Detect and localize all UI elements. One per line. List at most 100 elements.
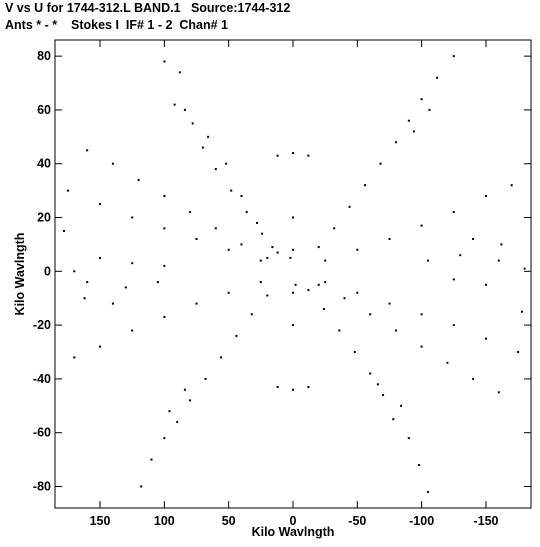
y-tick-label: -60 <box>33 426 51 440</box>
x-tick-label: 100 <box>154 514 175 528</box>
uv-point <box>324 259 327 262</box>
uv-point <box>163 195 166 197</box>
uv-point <box>227 291 230 294</box>
uv-point <box>307 154 310 157</box>
uv-point <box>292 324 294 327</box>
uv-point <box>369 372 372 375</box>
uv-point <box>452 324 455 327</box>
uv-point <box>124 286 127 289</box>
uv-point <box>189 399 192 402</box>
uv-point <box>322 308 325 310</box>
y-tick-label: 60 <box>37 103 51 117</box>
y-tick-label: -40 <box>33 372 51 386</box>
uv-point <box>307 386 310 388</box>
uv-point <box>294 283 297 286</box>
uv-point <box>521 310 523 313</box>
uv-point <box>189 211 192 214</box>
uv-point <box>266 294 269 297</box>
x-axis-label: Kilo Wavlngth <box>252 525 335 539</box>
uv-point <box>446 361 449 364</box>
uv-point <box>83 297 86 300</box>
uv-point <box>183 108 186 111</box>
uv-point <box>163 264 166 267</box>
uv-point <box>131 262 134 265</box>
uv-point <box>111 162 114 165</box>
uv-point <box>131 329 134 332</box>
uv-point <box>292 216 294 219</box>
x-tick-label: 150 <box>90 514 111 528</box>
uv-point <box>420 313 423 316</box>
y-axis: 80 60 40 20 0 -20 -40 -60 -80 <box>33 49 531 493</box>
uv-point <box>214 227 217 230</box>
x-tick-label: 0 <box>290 514 297 528</box>
uv-point <box>333 227 336 230</box>
uv-point <box>348 205 351 208</box>
uv-point <box>382 394 385 396</box>
x-tick-label: -50 <box>348 514 366 528</box>
uv-point <box>292 152 294 154</box>
uv-point <box>261 232 264 235</box>
uv-point <box>204 377 207 380</box>
uv-point <box>324 281 327 284</box>
uv-point <box>99 203 101 206</box>
uv-point <box>307 289 310 292</box>
uv-point <box>436 76 439 79</box>
uv-point <box>191 122 194 125</box>
uv-point <box>176 420 179 423</box>
uv-point <box>292 248 294 251</box>
x-axis: 150 100 50 0 -50 -100 -150 <box>90 40 499 528</box>
uv-point <box>183 388 186 391</box>
y-tick-label: -20 <box>33 318 51 332</box>
uv-point <box>214 168 217 171</box>
plot-frame <box>54 39 532 509</box>
uv-point <box>195 238 198 240</box>
uv-point <box>452 211 455 214</box>
uv-point <box>86 281 89 284</box>
uv-point <box>472 238 475 240</box>
uv-point <box>485 337 487 340</box>
uv-point <box>289 256 292 259</box>
uv-point <box>517 351 520 353</box>
uv-point <box>485 195 487 197</box>
uv-point <box>356 291 359 294</box>
uv-point <box>428 108 431 111</box>
uv-point <box>317 246 320 249</box>
uv-point <box>353 351 356 353</box>
x-tick-label: -150 <box>473 514 498 528</box>
uv-point <box>256 221 258 224</box>
uv-point <box>227 248 230 251</box>
uv-point <box>500 243 503 246</box>
uv-point <box>163 227 166 230</box>
uv-point <box>452 278 455 281</box>
uv-point <box>388 302 391 305</box>
uv-point <box>369 313 372 316</box>
uv-point <box>99 256 101 259</box>
uv-point <box>276 386 279 388</box>
uv-point <box>259 281 262 284</box>
uv-point <box>376 383 379 386</box>
uv-point <box>400 404 403 407</box>
uv-point <box>73 356 76 359</box>
uv-point <box>225 162 228 165</box>
uv-point <box>163 316 166 318</box>
y-tick-label: 0 <box>44 264 51 278</box>
uv-point <box>230 189 233 192</box>
uv-point <box>111 302 114 305</box>
uv-point <box>343 297 346 300</box>
uv-point <box>317 283 320 286</box>
uv-point <box>99 345 101 348</box>
uv-point <box>392 418 395 421</box>
uv-point <box>250 313 253 316</box>
uv-point <box>201 146 204 149</box>
uv-point <box>276 251 279 254</box>
uv-point <box>156 281 159 284</box>
uv-point <box>207 135 210 138</box>
uv-point <box>220 356 222 359</box>
uv-point <box>356 248 359 251</box>
uv-point <box>485 283 487 286</box>
uv-point <box>66 189 69 192</box>
uv-point <box>394 329 397 332</box>
uv-point <box>523 267 526 270</box>
uv-point <box>394 141 397 144</box>
chart-title: V vs U for 1744-312.L BAND.1 Source:1744… <box>5 1 291 15</box>
